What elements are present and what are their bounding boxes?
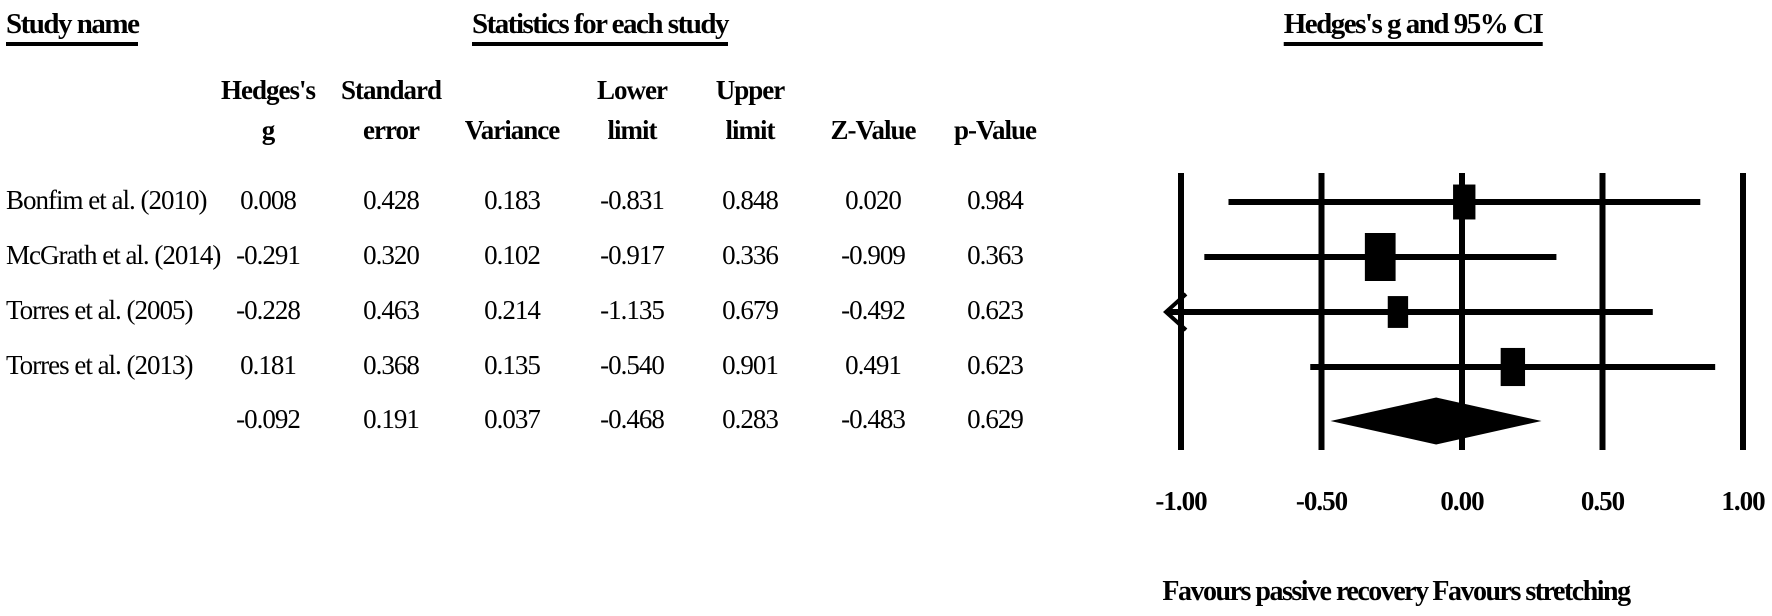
value-cell: 0.463 <box>363 295 420 325</box>
value-cell: 0.623 <box>967 295 1024 325</box>
column-header-line: Z-Value <box>830 115 916 145</box>
column-header-line: p-Value <box>953 115 1037 145</box>
forest-plot-canvas: -1.00 -0.50 0.00 0.50 1.00 Favours passive re… <box>1155 173 1766 607</box>
axis-tick-label: -0.50 <box>1296 486 1348 516</box>
value-cell: 0.629 <box>967 404 1024 434</box>
study-name: Bonfim et al. (2010) <box>6 185 207 215</box>
axis-tick-label: 0.50 <box>1581 486 1625 516</box>
effect-square <box>1387 296 1409 328</box>
column-header: Z-Value <box>788 64 958 150</box>
value-cell: 0.181 <box>240 350 297 380</box>
axis-tick-label: -1.00 <box>1155 486 1207 516</box>
study-ci-row <box>1204 233 1557 281</box>
value-cell: 0.008 <box>240 185 297 215</box>
statistics-section-title: Statistics for each study <box>472 8 729 46</box>
study-name: Torres et al. (2013) <box>6 350 194 380</box>
value-cell: 0.214 <box>484 295 541 325</box>
column-header-line: Lower <box>597 75 668 105</box>
column-header-line: g <box>261 115 276 145</box>
study-ci-row <box>1163 292 1653 332</box>
value-cell: -1.135 <box>600 295 665 325</box>
column-header-line: Upper <box>715 75 786 105</box>
value-cell: 0.336 <box>722 240 779 270</box>
value-cell: -0.540 <box>600 350 665 380</box>
axis-tick-label: 0.00 <box>1440 486 1484 516</box>
column-header: Variance <box>427 64 597 150</box>
value-cell: 0.102 <box>484 240 541 270</box>
value-cell: 0.020 <box>845 185 902 215</box>
column-header-line: error <box>363 115 420 145</box>
value-cell: -0.468 <box>600 404 665 434</box>
column-header: Hedges's g <box>183 64 353 150</box>
value-cell: -0.228 <box>236 295 301 325</box>
column-header-line: Standard <box>340 75 442 105</box>
axis-tick-label: 1.00 <box>1721 486 1765 516</box>
value-cell: -0.092 <box>236 404 301 434</box>
study-name: Torres et al. (2005) <box>6 295 194 325</box>
favours-left-label: Favours passive recovery <box>1162 576 1429 607</box>
column-header: Lower limit <box>547 64 717 150</box>
value-cell: 0.428 <box>363 185 420 215</box>
plot-section-title: Hedges's g and 95% CI <box>1283 8 1544 46</box>
study-ci-row <box>1310 347 1716 387</box>
value-cell: 0.183 <box>484 185 541 215</box>
column-header: p-Value <box>910 64 1080 150</box>
value-cell: 0.901 <box>722 350 779 380</box>
column-header: Standard error <box>306 64 476 150</box>
value-cell: 0.679 <box>722 295 779 325</box>
value-cell: -0.909 <box>841 240 906 270</box>
column-header-line: Hedges's <box>220 75 316 105</box>
value-cell: -0.831 <box>600 185 665 215</box>
value-cell: 0.368 <box>363 350 420 380</box>
value-cell: 0.984 <box>967 185 1024 215</box>
effect-square <box>1364 233 1396 281</box>
value-cell: -0.483 <box>841 404 906 434</box>
favours-right-label: Favours stretching <box>1432 576 1631 607</box>
value-cell: 0.848 <box>722 185 779 215</box>
column-header-line: limit <box>725 115 776 145</box>
column-header-line: limit <box>607 115 658 145</box>
column-header-line: Variance <box>464 115 561 145</box>
left-arrow-icon <box>1163 292 1188 332</box>
effect-square <box>1453 184 1476 220</box>
effect-square <box>1500 347 1526 387</box>
value-cell: 0.283 <box>722 404 779 434</box>
value-cell: -0.917 <box>600 240 665 270</box>
value-cell: 0.135 <box>484 350 541 380</box>
value-cell: -0.291 <box>236 240 301 270</box>
value-cell: 0.623 <box>967 350 1024 380</box>
value-cell: 0.320 <box>363 240 420 270</box>
summary-diamond <box>1330 397 1542 445</box>
value-cell: -0.492 <box>841 295 906 325</box>
value-cell: 0.363 <box>967 240 1024 270</box>
value-cell: 0.037 <box>484 404 541 434</box>
value-cell: 0.191 <box>363 404 420 434</box>
column-header: Upper limit <box>665 64 835 150</box>
value-cell: 0.491 <box>845 350 902 380</box>
study-ci-row <box>1228 184 1701 220</box>
study-name: McGrath et al. (2014) <box>6 240 221 270</box>
study-name-column-title: Study name <box>6 8 140 46</box>
